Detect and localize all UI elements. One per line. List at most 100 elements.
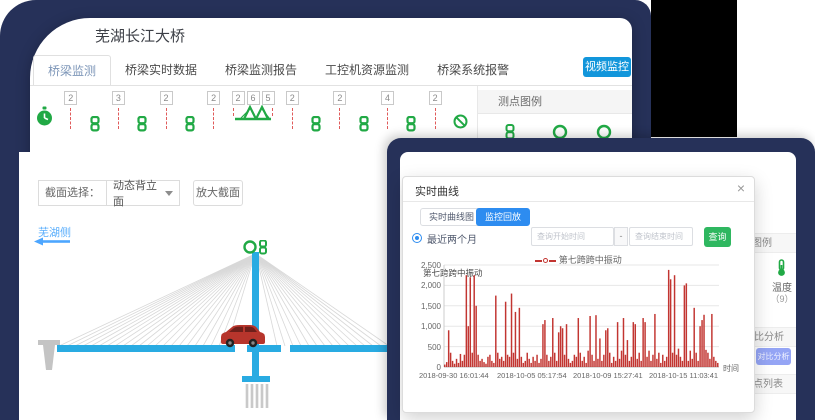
- dashed-line: [117, 108, 119, 129]
- section-select-label: 截面选择：: [39, 181, 107, 205]
- chain-sensor-icon[interactable]: [184, 116, 196, 132]
- bridge-deck: [57, 345, 389, 352]
- left-pier: [38, 340, 60, 370]
- bridge-tower: [252, 252, 259, 378]
- chain-icon[interactable]: [358, 116, 370, 132]
- chart-title: 第七跨跨中振动: [423, 268, 483, 278]
- legend-marker: [549, 259, 557, 262]
- clock-sensor-icon[interactable]: [36, 106, 53, 127]
- query-button[interactable]: 查询: [704, 227, 731, 247]
- tab-realtime-curve[interactable]: 实时曲线图: [420, 208, 484, 226]
- dashed-line: [165, 108, 167, 129]
- bridge-icon[interactable]: [235, 105, 271, 122]
- chain-icon[interactable]: [405, 116, 417, 132]
- dashed-line: [213, 108, 215, 129]
- video-monitor-button[interactable]: 视频监控: [583, 57, 631, 77]
- badge-value: 2: [333, 91, 347, 105]
- thermometer-icon[interactable]: [776, 259, 787, 277]
- dashed-line: [339, 108, 341, 129]
- chain-sensor-icon[interactable]: [405, 116, 417, 132]
- chain-sensor-icon[interactable]: [89, 116, 101, 132]
- car: [221, 325, 265, 348]
- legend-label: 第七跨跨中振动: [558, 255, 622, 265]
- dashed-line: [70, 108, 72, 129]
- legend-marker: [535, 259, 543, 262]
- main-tabbar: 桥梁监测 桥梁实时数据 桥梁监测报告 工控机资源监测 桥梁系统报警: [33, 55, 523, 86]
- y-tick-label: 1,000: [420, 322, 441, 332]
- chain-sensor-icon[interactable]: [310, 116, 322, 132]
- sensor-count-badge[interactable]: 2: [285, 91, 299, 129]
- y-tick-label: 2,500: [420, 261, 441, 270]
- radio-label: 最近两个月: [427, 235, 477, 246]
- badge-value: 5: [261, 91, 275, 105]
- chain-icon[interactable]: [184, 116, 196, 132]
- radio-last-two-months[interactable]: [412, 233, 422, 243]
- badge-value: 2: [159, 91, 173, 105]
- badge-value: 2: [428, 91, 442, 105]
- chain-sensor-icon[interactable]: [136, 116, 148, 132]
- x-tick-label: 2018-09-30 16:01:44: [419, 371, 489, 380]
- disabled-sensor-icon[interactable]: [453, 114, 468, 129]
- legend-panel-header: 测点图例: [478, 90, 632, 114]
- vibration-chart: [443, 264, 719, 368]
- range-separator: -: [614, 227, 628, 246]
- x-tick-label: 2018-10-05 05:17:54: [497, 371, 567, 380]
- tower-sensor-icons: [243, 240, 267, 255]
- dashed-line: [387, 108, 389, 129]
- close-icon[interactable]: ×: [736, 180, 745, 196]
- compare-analysis-button[interactable]: 对比分析: [756, 348, 791, 365]
- chain-icon[interactable]: [89, 116, 101, 132]
- badge-value: 2: [64, 91, 78, 105]
- tabbar-divider: [30, 85, 632, 86]
- dashed-line: [434, 108, 436, 129]
- tab-bridge-monitoring[interactable]: 桥梁监测: [33, 55, 112, 86]
- x-tick-label: 2018-10-09 15:27:41: [573, 371, 643, 380]
- sensor-count-badge[interactable]: 2: [64, 91, 78, 129]
- tab-monitoring-report[interactable]: 桥梁监测报告: [225, 63, 298, 77]
- start-time-input[interactable]: [531, 227, 614, 246]
- tab-system-alarm[interactable]: 桥梁系统报警: [437, 63, 510, 77]
- sensor-count-badge[interactable]: 2: [159, 91, 173, 129]
- sensor-count-badge[interactable]: 2: [333, 91, 347, 129]
- chain-icon[interactable]: [136, 116, 148, 132]
- sensor-count-badge[interactable]: 2: [207, 91, 221, 129]
- clock-icon[interactable]: [36, 106, 53, 127]
- tab-monitor-playback[interactable]: 监控回放: [476, 208, 531, 226]
- dialog-header-divider: [403, 201, 754, 202]
- end-time-input[interactable]: [629, 227, 693, 246]
- x-axis-name: 时间: [723, 364, 739, 373]
- y-tick-label: 1,500: [420, 301, 441, 311]
- ban-icon[interactable]: [453, 114, 468, 129]
- badge-value: 2: [285, 91, 299, 105]
- chain-icon[interactable]: [310, 116, 322, 132]
- chain-sensor-icon[interactable]: [358, 116, 370, 132]
- chevron-down-icon: [165, 190, 173, 196]
- enlarge-section-button[interactable]: 放大截面: [193, 180, 243, 206]
- tab-ipc-resource[interactable]: 工控机资源监测: [325, 63, 410, 77]
- sensor-count-badge[interactable]: 3: [111, 91, 125, 129]
- badge-value: 6: [246, 91, 260, 105]
- bridge-side-label: 芜湖侧: [38, 227, 71, 239]
- y-tick-label: 2,000: [420, 281, 441, 291]
- realtime-curve-dialog: 实时曲线 × 实时曲线图 监控回放 最近两个月 - 查询 第七跨跨中振动 第七跨…: [402, 176, 755, 413]
- y-tick-label: 0: [436, 363, 441, 372]
- left-arrow-icon: [34, 237, 70, 246]
- chart-legend[interactable]: 第七跨跨中振动: [403, 253, 754, 266]
- sensor-count-badge[interactable]: 2: [428, 91, 442, 129]
- badge-value: 3: [111, 91, 125, 105]
- badge-value: 4: [381, 91, 395, 105]
- y-tick-label: 500: [427, 342, 441, 352]
- black-rectangle: [651, 0, 737, 137]
- panel-divider: [477, 86, 478, 152]
- dialog-title: 实时曲线: [415, 186, 459, 198]
- tower-foundation: [245, 384, 269, 408]
- badge-value: 2: [231, 91, 245, 105]
- section-select-value: 动态背立面: [113, 180, 157, 208]
- tab-realtime-data[interactable]: 桥梁实时数据: [125, 63, 198, 77]
- section-select-dropdown[interactable]: 动态背立面: [107, 180, 179, 208]
- section-selector: 截面选择： 动态背立面: [38, 180, 180, 208]
- sensor-count-badge[interactable]: 4: [381, 91, 395, 129]
- x-tick-label: 2018-10-15 11:03:41: [649, 371, 719, 380]
